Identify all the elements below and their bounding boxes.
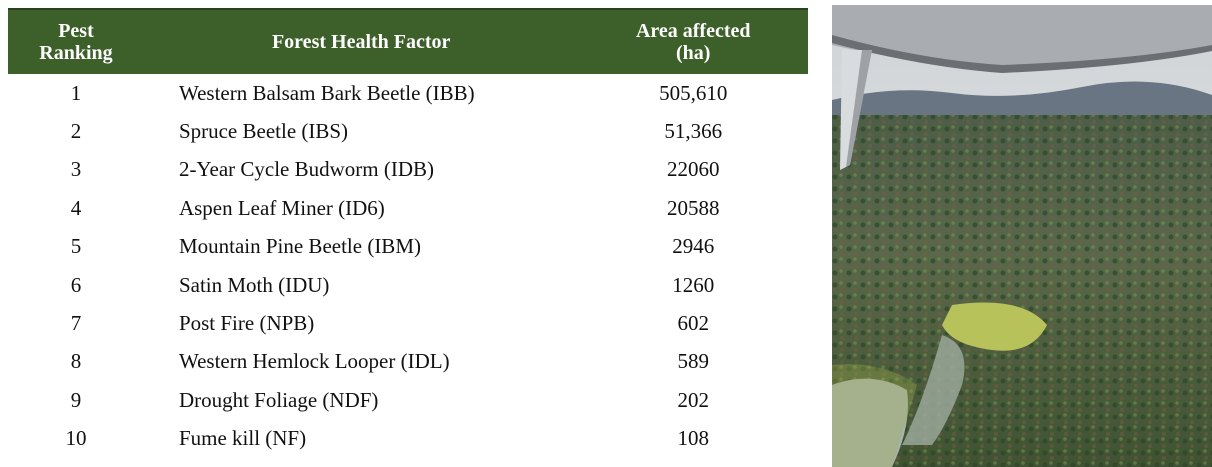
table-cell: 2946 [672, 234, 715, 259]
table-cell: Post Fire (NPB) [178, 311, 315, 336]
table-cell: 202 [677, 387, 709, 412]
header-cell: Forest Health Factor [144, 9, 579, 74]
table-cell: Western Hemlock Looper (IDL) [178, 349, 450, 374]
aerial-photo [832, 5, 1212, 467]
table-cell: 4 [70, 195, 82, 220]
table-cell: 20588 [666, 195, 720, 220]
table-cell: 9 [70, 387, 82, 412]
table-row: 1 Western Balsam Bark Beetle (IBB) 505,610 [8, 74, 808, 112]
table-cell: 1 [70, 80, 82, 105]
table-row: 3 2-Year Cycle Budworm (IDB) 22060 [8, 151, 808, 189]
table-cell: Spruce Beetle (IBS) [178, 119, 349, 144]
header-row: Pest Ranking Forest Health Factor Area affe… [8, 9, 808, 74]
table-cell: 505,610 [659, 80, 728, 105]
table-cell: Fume kill (NF) [178, 426, 307, 451]
header-text: (ha) [676, 42, 711, 64]
table-row: 8 Western Hemlock Looper (IDL) 589 [8, 343, 808, 381]
table-cell: Aspen Leaf Miner (ID6) [178, 195, 385, 220]
table-cell: 108 [677, 426, 709, 451]
table-cell: 7 [70, 311, 82, 336]
table-cell: 2-Year Cycle Budworm (IDB) [178, 157, 435, 182]
table-cell: 1260 [672, 272, 715, 297]
header-cell: Area affected (ha) [578, 9, 808, 74]
table-cell: Drought Foliage (NDF) [178, 387, 379, 412]
table-cell: 6 [70, 272, 82, 297]
table-row: 9 Drought Foliage (NDF) 202 [8, 381, 808, 419]
table-cell: 10 [65, 426, 87, 451]
table-row: 6 Satin Moth (IDU) 1260 [8, 266, 808, 304]
table-row: 10 Fume kill (NF) 108 [8, 420, 808, 458]
header-text: Ranking [39, 42, 113, 64]
table-cell: Satin Moth (IDU) [178, 272, 330, 297]
table-cell: 2 [70, 119, 82, 144]
table-row: 5 Mountain Pine Beetle (IBM) 2946 [8, 228, 808, 266]
table-cell: Mountain Pine Beetle (IBM) [178, 234, 421, 259]
table-cell: 8 [70, 349, 82, 374]
table-row: 4 Aspen Leaf Miner (ID6) 20588 [8, 189, 808, 227]
table-cell: 51,366 [664, 119, 723, 144]
table-cell: 22060 [666, 157, 720, 182]
pest-table: Pest Ranking Forest Health Factor Area affe… [8, 8, 808, 458]
table-cell: 602 [677, 311, 709, 336]
table-body: 1 Western Balsam Bark Beetle (IBB) 505,610… [8, 74, 808, 458]
header-text: Forest Health Factor [271, 31, 451, 53]
table-cell: 5 [70, 234, 82, 259]
table-cell: 589 [677, 349, 709, 374]
header-cell: Pest Ranking [8, 9, 144, 74]
table-cell: 3 [70, 157, 82, 182]
header-text: Area affected [635, 20, 751, 42]
table-row: 7 Post Fire (NPB) 602 [8, 304, 808, 342]
table-row: 2 Spruce Beetle (IBS) 51,366 [8, 112, 808, 150]
table-cell: Western Balsam Bark Beetle (IBB) [178, 80, 475, 105]
header-text: Pest [58, 20, 94, 42]
